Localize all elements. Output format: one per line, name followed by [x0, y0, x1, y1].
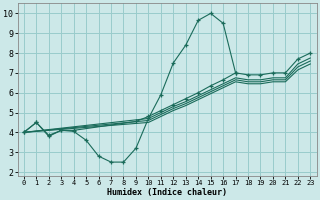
X-axis label: Humidex (Indice chaleur): Humidex (Indice chaleur) — [107, 188, 227, 197]
